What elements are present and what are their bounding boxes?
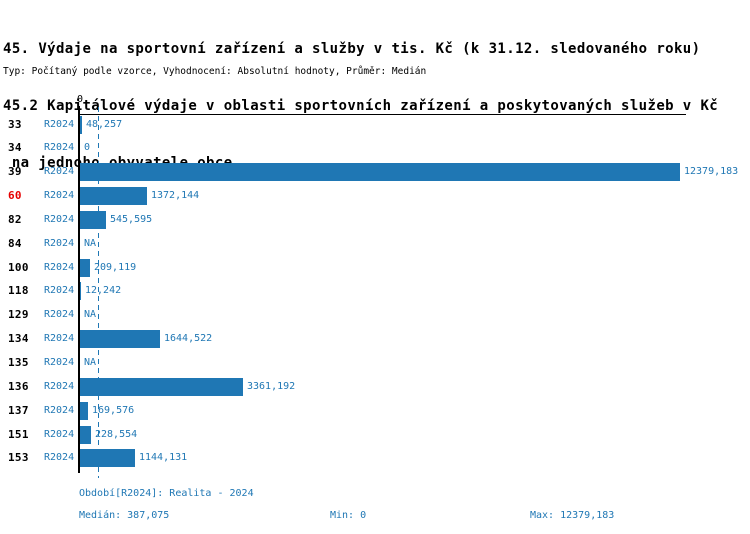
bar-value-label: 169,576 — [92, 405, 135, 416]
bar-value-label: 0 — [84, 142, 91, 153]
chart-row: 153 R2024 1144,131 — [0, 447, 750, 469]
bar — [80, 449, 135, 467]
chart-row: 100 R2024 209,119 — [0, 257, 750, 279]
bar-value-label: 209,119 — [94, 262, 137, 273]
row-period-label: R2024 — [44, 190, 75, 201]
row-period-label: R2024 — [44, 429, 75, 440]
title-line-1: 45. Výdaje na sportovní zařízení a služb… — [3, 41, 701, 57]
chart-row: 129 R2024 NA — [0, 304, 750, 326]
row-id-label: 34 — [8, 141, 22, 154]
row-id-label: 84 — [8, 237, 22, 250]
bar-value-label: NA — [84, 238, 97, 249]
row-period-label: R2024 — [44, 142, 75, 153]
chart-row: 137 R2024 169,576 — [0, 400, 750, 422]
bar-value-label: NA — [84, 357, 97, 368]
bar-value-label: 1372,144 — [151, 190, 200, 201]
row-period-label: R2024 — [44, 285, 75, 296]
chart-row: 135 R2024 NA — [0, 352, 750, 374]
chart-row: 151 R2024 228,554 — [0, 424, 750, 446]
bar-value-label: 228,554 — [95, 429, 138, 440]
row-period-label: R2024 — [44, 214, 75, 225]
bar — [80, 187, 147, 205]
row-period-label: R2024 — [44, 381, 75, 392]
period-label: Období[R2024]: Realita - 2024 — [79, 488, 254, 499]
row-id-label: 100 — [8, 261, 29, 274]
max-stat-label: Max: 12379,183 — [530, 510, 615, 521]
bar-value-label: 3361,192 — [247, 381, 296, 392]
bar — [80, 402, 88, 420]
row-id-label: 137 — [8, 404, 29, 417]
row-period-label: R2024 — [44, 119, 75, 130]
median-reference-line — [98, 107, 99, 478]
bar — [80, 282, 81, 300]
bar-value-label: 545,595 — [110, 214, 153, 225]
title-line-2: 45.2 Kapitálové výdaje v oblasti sportov… — [3, 98, 719, 114]
median-stat-label: Medián: 387,075 — [79, 510, 170, 521]
chart-row: 34 R2024 0 — [0, 137, 750, 159]
row-id-label: 136 — [8, 380, 29, 393]
row-period-label: R2024 — [44, 357, 75, 368]
bar — [80, 211, 106, 229]
chart-row: 33 R2024 48,257 — [0, 114, 750, 136]
row-id-label: 129 — [8, 308, 29, 321]
row-period-label: R2024 — [44, 166, 75, 177]
chart-row: 60 R2024 1372,144 — [0, 185, 750, 207]
chart-row: 82 R2024 545,595 — [0, 209, 750, 231]
chart-row: 118 R2024 12,242 — [0, 280, 750, 302]
row-period-label: R2024 — [44, 238, 75, 249]
min-stat-label: Min: 0 — [330, 510, 367, 521]
row-id-label: 151 — [8, 428, 29, 441]
bar — [80, 116, 82, 134]
row-id-label: 135 — [8, 356, 29, 369]
bar — [80, 163, 680, 181]
x-axis-zero-tick-label: 0 — [76, 94, 84, 105]
chart-row: 134 R2024 1644,522 — [0, 328, 750, 350]
row-id-label: 153 — [8, 451, 29, 464]
row-period-label: R2024 — [44, 333, 75, 344]
bar — [80, 330, 160, 348]
row-id-label: 134 — [8, 332, 29, 345]
row-id-label: 60 — [8, 189, 22, 202]
bar — [80, 378, 243, 396]
chart-row: 136 R2024 3361,192 — [0, 376, 750, 398]
row-period-label: R2024 — [44, 405, 75, 416]
bar-value-label: 48,257 — [86, 119, 123, 130]
x-axis-line — [78, 114, 686, 115]
row-period-label: R2024 — [44, 309, 75, 320]
chart-title: 45. Výdaje na sportovní zařízení a služb… — [3, 2, 718, 211]
bar-value-label: NA — [84, 309, 97, 320]
bar-value-label: 12,242 — [85, 285, 122, 296]
row-id-label: 82 — [8, 213, 22, 226]
row-id-label: 33 — [8, 118, 22, 131]
row-id-label: 39 — [8, 165, 22, 178]
row-period-label: R2024 — [44, 262, 75, 273]
row-id-label: 118 — [8, 284, 29, 297]
bar-value-label: 12379,183 — [684, 166, 739, 177]
bar-value-label: 1144,131 — [139, 452, 188, 463]
bar — [80, 426, 91, 444]
chart-row: 39 R2024 12379,183 — [0, 161, 750, 183]
y-axis-line — [78, 106, 80, 473]
bar — [80, 259, 90, 277]
bar-value-label: 1644,522 — [164, 333, 213, 344]
chart-row: 84 R2024 NA — [0, 233, 750, 255]
indicator-meta-line: Typ: Počítaný podle vzorce, Vyhodnocení:… — [3, 66, 427, 77]
row-period-label: R2024 — [44, 452, 75, 463]
